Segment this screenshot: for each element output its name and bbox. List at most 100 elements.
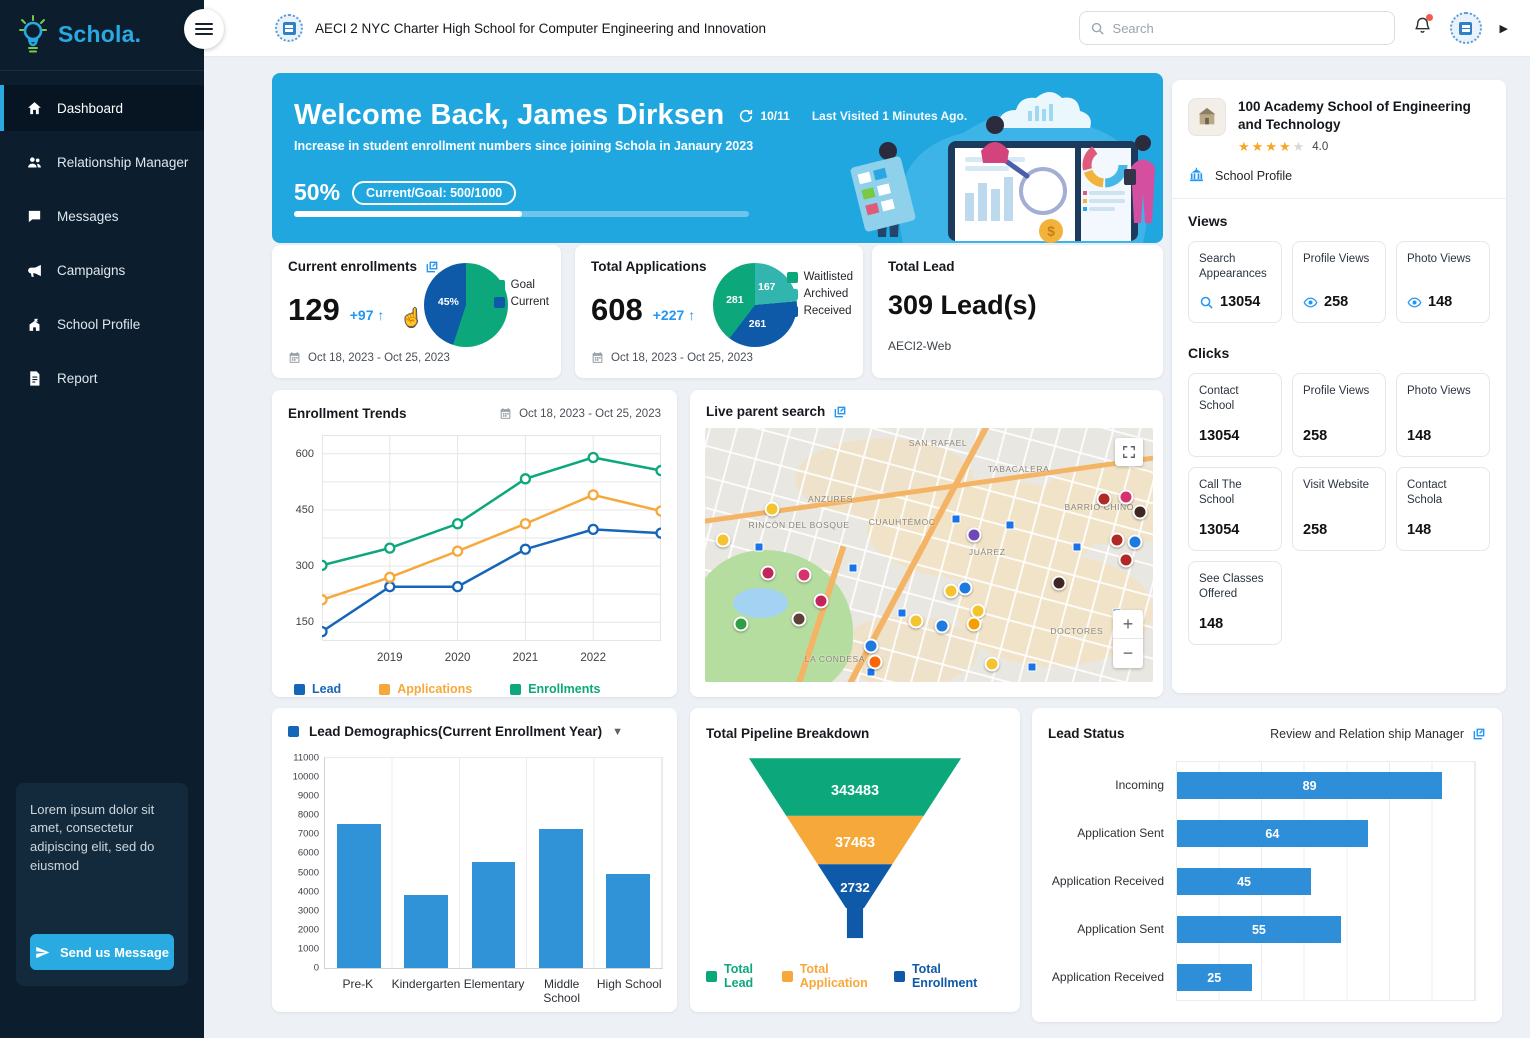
map-marker[interactable] bbox=[791, 611, 807, 626]
logo-wordmark: Schola. bbox=[58, 20, 142, 47]
main-content: Welcome Back, James Dirksen 10/11 Last V… bbox=[204, 57, 1530, 1038]
stat-tile-label: Photo Views bbox=[1407, 385, 1471, 398]
stat-tile-label: See Classes Offered bbox=[1199, 573, 1264, 601]
demographics-bar bbox=[404, 894, 448, 968]
map-marker[interactable] bbox=[908, 613, 924, 629]
zoom-in-button[interactable]: + bbox=[1113, 610, 1143, 639]
y-axis-tick: 4000 bbox=[297, 886, 319, 898]
sidebar-item-label: Messages bbox=[57, 208, 119, 224]
school-building-icon bbox=[1190, 168, 1203, 182]
external-link-icon[interactable] bbox=[425, 260, 439, 274]
map-fullscreen-button[interactable] bbox=[1115, 438, 1143, 466]
lead-status-label: Application Received bbox=[1051, 874, 1164, 888]
legend-swatch bbox=[294, 683, 305, 695]
stat-tile-value: 13054 bbox=[1199, 294, 1271, 310]
relationship-manager-link[interactable]: Review and Relation ship Manager bbox=[1270, 727, 1486, 741]
stat-tile-photo-views: Photo Views 148 bbox=[1396, 373, 1490, 458]
user-avatar[interactable] bbox=[1449, 12, 1482, 44]
legend-swatch bbox=[781, 970, 793, 982]
stat-tile-label: Photo Views bbox=[1407, 253, 1471, 266]
zoom-out-button[interactable]: − bbox=[1122, 643, 1134, 663]
map-area-label: SAN RAFAEL bbox=[908, 438, 968, 449]
y-axis-tick: 2000 bbox=[297, 924, 319, 936]
lead-status-title: Lead Status bbox=[1048, 726, 1125, 741]
stat-tile-value: 258 bbox=[1303, 428, 1375, 444]
stat-tile-value: 148 bbox=[1407, 522, 1479, 538]
map-area-label: BARRIO CHINO bbox=[1064, 501, 1135, 512]
home-icon bbox=[28, 101, 41, 114]
chevron-down-icon[interactable]: ▼ bbox=[612, 725, 623, 738]
map-marker[interactable] bbox=[1127, 534, 1143, 550]
map-marker[interactable] bbox=[957, 580, 973, 596]
map-marker[interactable] bbox=[1132, 504, 1148, 520]
refresh-counter[interactable]: 10/11 bbox=[738, 108, 790, 124]
schola-logo[interactable]: Schola. bbox=[0, 0, 204, 71]
stat-tile-value: 148 bbox=[1407, 428, 1479, 444]
avatar-caret-icon[interactable]: ▶ bbox=[1499, 22, 1508, 35]
lead-status-bar: 64 bbox=[1177, 820, 1368, 847]
stat-tile-number: 258 bbox=[1303, 522, 1328, 539]
external-link-icon[interactable] bbox=[833, 405, 847, 419]
map-marker[interactable] bbox=[1096, 491, 1112, 507]
map-area-label: JUÁREZ bbox=[968, 547, 1006, 558]
transit-station-icon bbox=[951, 514, 961, 524]
sidebar-item-relationship-manager[interactable]: Relationship Manager bbox=[0, 139, 204, 185]
legend-item: Applications bbox=[379, 682, 472, 696]
applications-delta: +227 ↑ bbox=[652, 307, 696, 323]
x-axis-tick: 2019 bbox=[377, 652, 403, 664]
sidebar-item-school-profile[interactable]: School Profile bbox=[0, 301, 204, 347]
map-marker[interactable] bbox=[943, 583, 959, 599]
map-marker[interactable] bbox=[934, 618, 950, 634]
refresh-icon bbox=[740, 109, 753, 122]
x-axis-tick: 2022 bbox=[580, 652, 606, 664]
star-icon: ★ bbox=[1251, 139, 1264, 155]
sidebar-item-campaigns[interactable]: Campaigns bbox=[0, 247, 204, 293]
map-area-label: RINCÓN DEL BOSQUE bbox=[748, 519, 850, 530]
legend-swatch bbox=[706, 970, 717, 982]
map-marker[interactable] bbox=[764, 501, 780, 517]
pie-slice-label: 281 bbox=[726, 293, 744, 306]
sidebar-item-dashboard[interactable]: Dashboard bbox=[0, 85, 204, 131]
total-applications-title: Total Applications bbox=[591, 259, 707, 274]
current-enrollments-title: Current enrollments bbox=[288, 259, 418, 274]
map-marker[interactable] bbox=[715, 532, 731, 548]
map-marker[interactable] bbox=[966, 616, 982, 632]
lead-source: AECI2-Web bbox=[888, 339, 952, 353]
pie-slice-label: 167 bbox=[757, 281, 776, 294]
rating-value: 4.0 bbox=[1312, 141, 1329, 154]
sidebar-item-messages[interactable]: Messages bbox=[0, 193, 204, 239]
pipeline-title: Total Pipeline Breakdown bbox=[706, 726, 870, 741]
stat-tile-label: Contact School bbox=[1199, 385, 1239, 413]
school-name-text: AECI 2 NYC Charter High School for Compu… bbox=[315, 20, 766, 36]
map-zoom-control: + − bbox=[1113, 610, 1143, 668]
y-axis-tick: 0 bbox=[313, 962, 319, 974]
stat-tile-label: Search Appearances bbox=[1199, 253, 1267, 281]
map-marker[interactable] bbox=[1109, 532, 1125, 548]
sidebar-toggle-button[interactable] bbox=[184, 9, 224, 49]
map-marker[interactable] bbox=[1118, 489, 1134, 505]
school-profile-link[interactable]: School Profile bbox=[1172, 155, 1506, 200]
map-marker[interactable] bbox=[867, 654, 883, 670]
map-marker[interactable] bbox=[733, 616, 749, 632]
map-marker[interactable] bbox=[813, 593, 829, 609]
stat-tile-number: 258 bbox=[1303, 428, 1328, 445]
legend-swatch bbox=[510, 683, 522, 695]
sidebar-item-report[interactable]: Report bbox=[0, 355, 204, 401]
stat-tile-value: 13054 bbox=[1199, 522, 1271, 538]
map-marker[interactable] bbox=[863, 638, 879, 654]
search-input[interactable] bbox=[1112, 20, 1384, 36]
map-marker[interactable] bbox=[1118, 552, 1134, 568]
map-marker[interactable] bbox=[966, 527, 982, 543]
map-marker[interactable] bbox=[760, 565, 776, 581]
star-rating: ★ ★ ★ ★ ★ 4.0 bbox=[1238, 139, 1490, 155]
pipeline-funnel-chart: 343483 37463 2732 bbox=[690, 749, 1020, 945]
send-message-button[interactable]: Send us Message bbox=[30, 934, 174, 970]
map-marker[interactable] bbox=[1051, 575, 1067, 591]
goal-progress-bar bbox=[294, 211, 749, 217]
parent-search-map[interactable]: SAN RAFAEL TABACALERA ANZURES RINCÓN DEL BO… bbox=[705, 428, 1153, 682]
stat-tile-number: 148 bbox=[1199, 616, 1224, 633]
notifications-button[interactable] bbox=[1413, 14, 1433, 40]
map-marker[interactable] bbox=[796, 567, 812, 583]
external-link-icon bbox=[1473, 728, 1485, 739]
map-marker[interactable] bbox=[984, 656, 1000, 672]
